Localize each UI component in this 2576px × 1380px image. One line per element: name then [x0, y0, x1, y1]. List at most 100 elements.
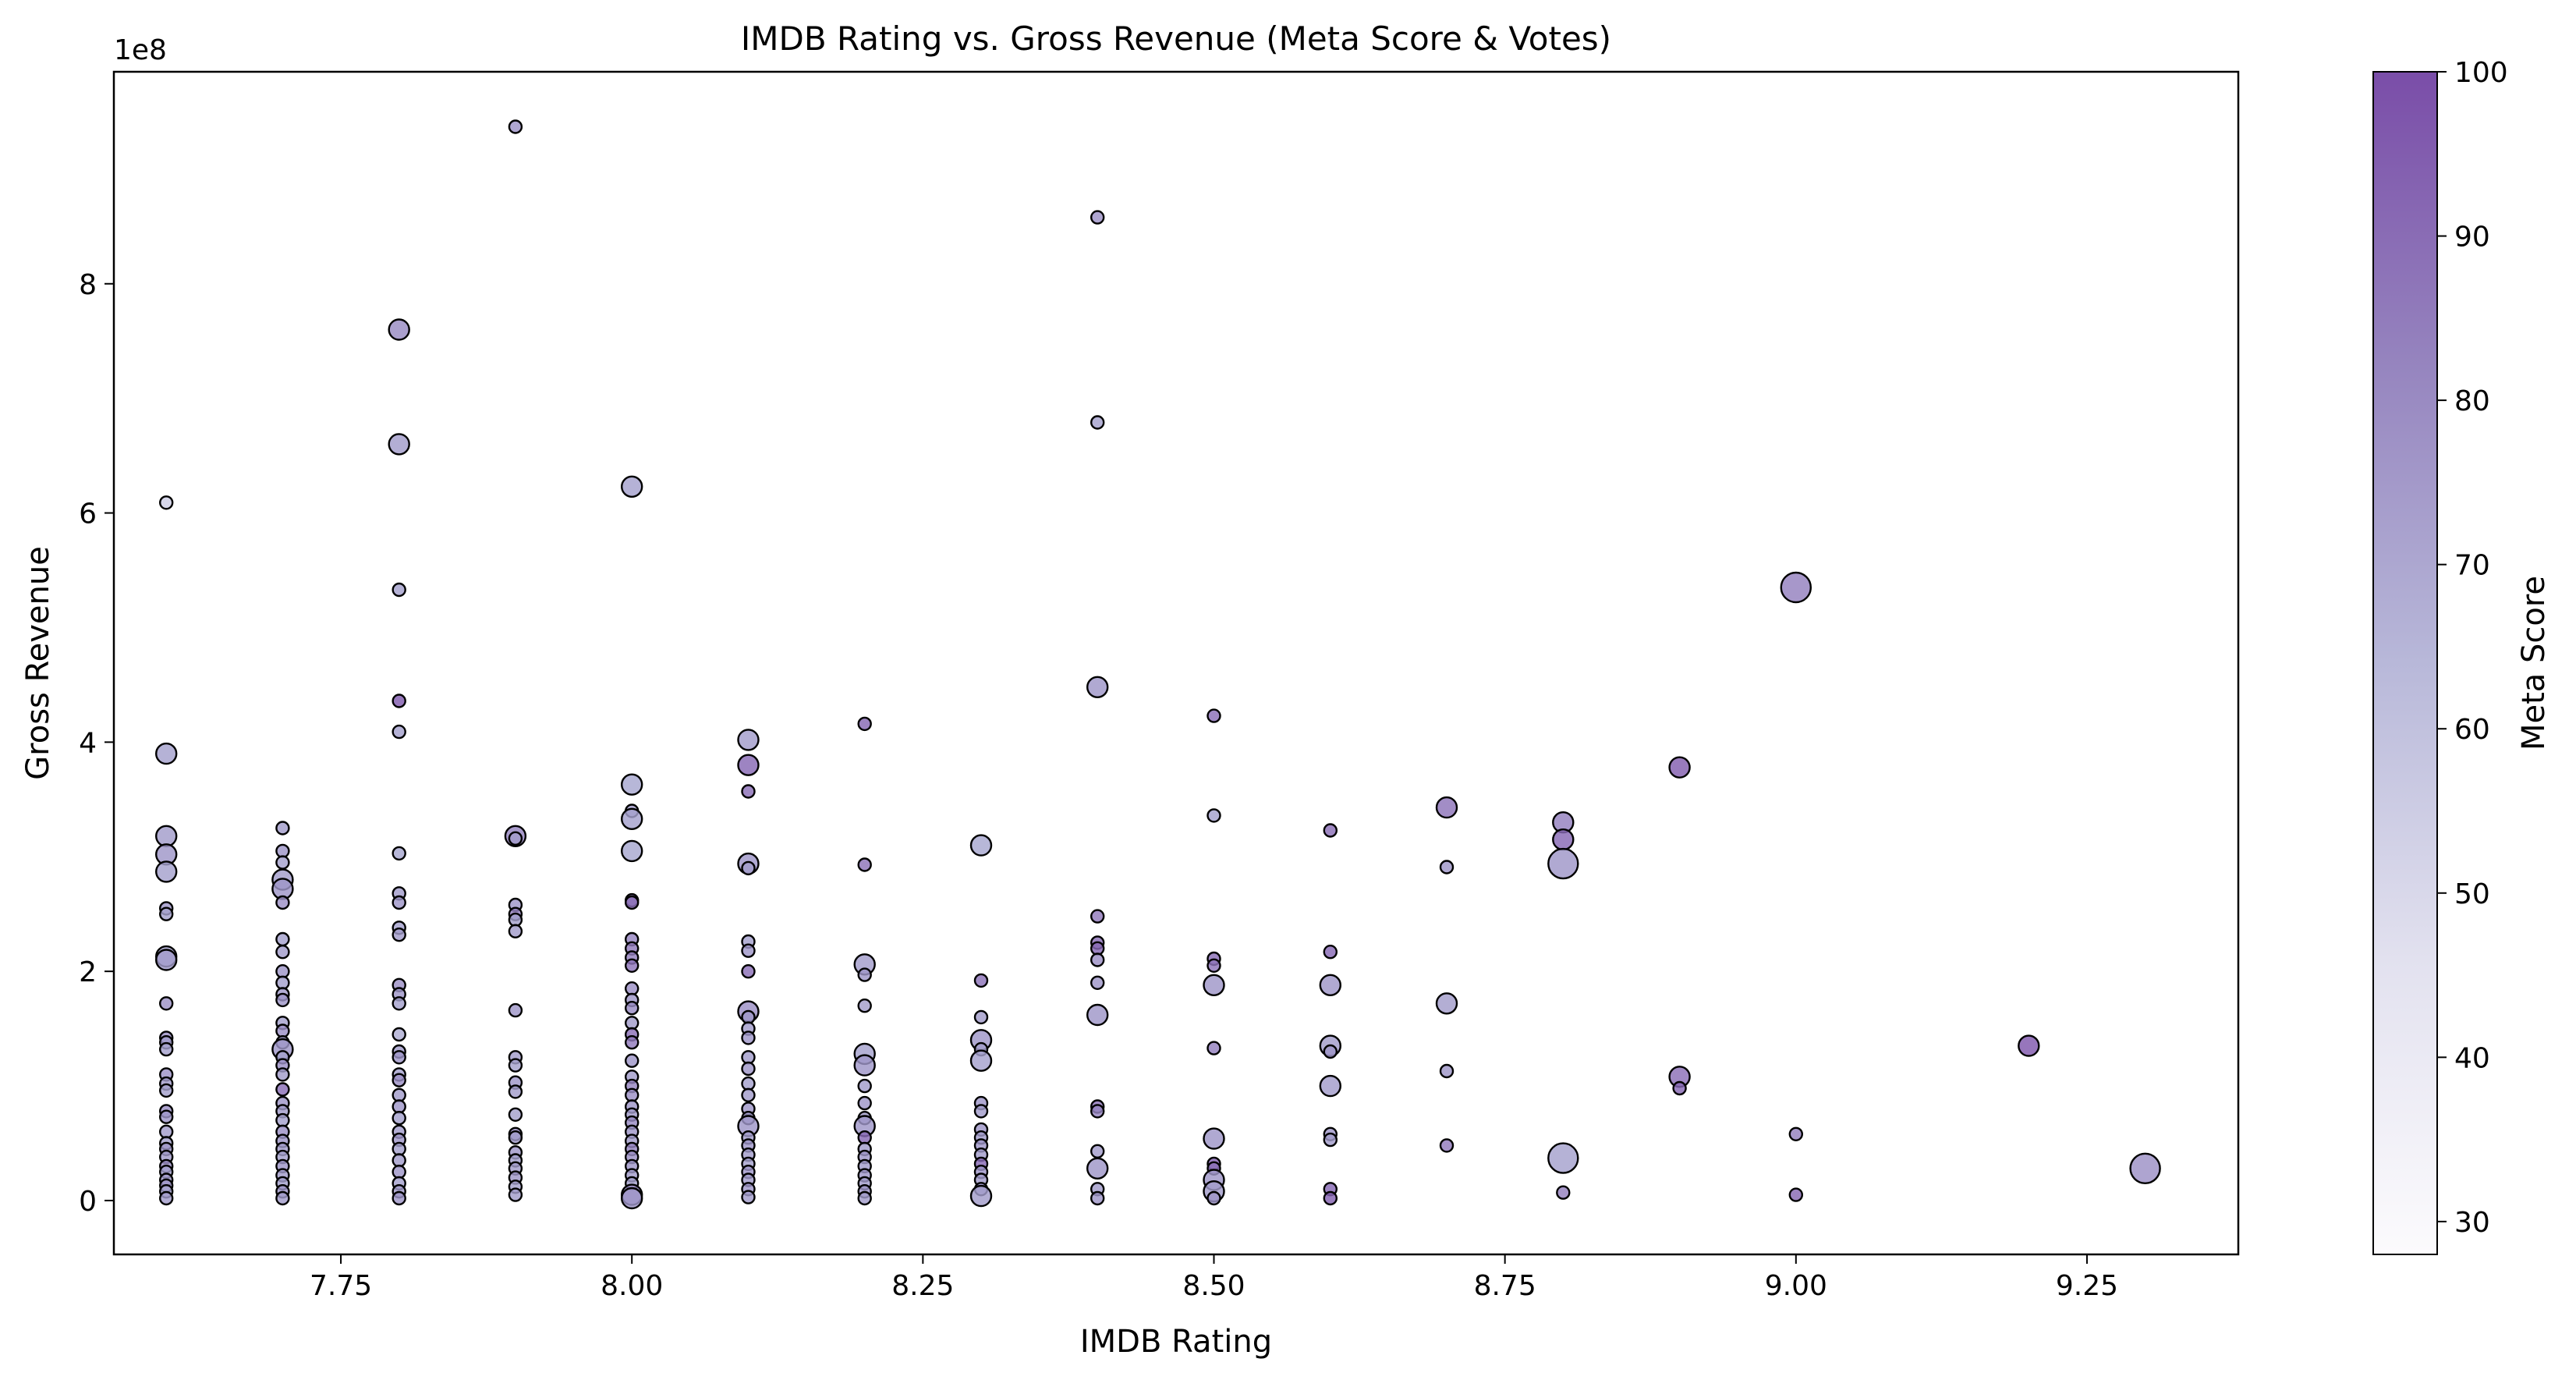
data-point — [625, 1034, 640, 1050]
data-point — [392, 1190, 406, 1206]
colorbar-tick-label: 50 — [2454, 878, 2490, 910]
data-point — [1207, 808, 1221, 823]
data-point — [621, 839, 643, 863]
data-point — [275, 944, 290, 960]
points-layer — [154, 119, 2161, 1210]
data-point — [1319, 974, 1342, 997]
data-point — [741, 860, 756, 876]
data-point — [1668, 756, 1691, 779]
data-point — [853, 1054, 876, 1077]
data-point — [1203, 1127, 1225, 1150]
data-point — [973, 973, 989, 988]
data-point — [737, 729, 760, 751]
data-point — [969, 1184, 993, 1208]
data-point — [154, 825, 178, 848]
data-point — [508, 1084, 523, 1099]
data-point — [1090, 1104, 1105, 1119]
colorbar-axis: 30 40 50 60 70 80 90 100 — [2437, 57, 2508, 1239]
data-point — [857, 716, 872, 732]
data-point — [741, 784, 756, 799]
data-point — [625, 895, 640, 910]
y-tick-label: 0 — [79, 1186, 97, 1218]
y-tick-label: 2 — [79, 956, 97, 988]
data-point — [1207, 708, 1221, 723]
data-point — [1439, 1138, 1455, 1153]
data-point — [741, 1061, 756, 1077]
colorbar-tick-label: 80 — [2454, 385, 2490, 417]
data-point — [392, 846, 406, 861]
data-point — [857, 1190, 872, 1206]
data-point — [392, 1110, 406, 1126]
data-point — [1207, 1041, 1221, 1055]
data-point — [275, 821, 290, 835]
data-point — [1323, 944, 1338, 960]
data-point — [275, 1190, 290, 1206]
data-point — [741, 1031, 756, 1045]
colorbar-tick-label: 100 — [2454, 57, 2508, 89]
data-point — [275, 992, 290, 1008]
data-point — [1435, 796, 1458, 819]
data-point — [392, 582, 406, 598]
plot-area — [112, 70, 2240, 1256]
data-point — [154, 949, 178, 971]
data-point — [158, 906, 174, 921]
data-point — [1090, 1144, 1105, 1159]
data-point — [508, 1002, 523, 1018]
data-point — [1556, 1185, 1571, 1200]
data-point — [1547, 847, 1579, 880]
data-point — [392, 927, 406, 942]
x-axis-label: IMDB Rating — [1080, 1324, 1272, 1360]
data-point — [857, 1078, 872, 1094]
y-offset-label: 1e8 — [114, 34, 167, 66]
data-point — [621, 773, 643, 796]
data-point — [275, 855, 290, 870]
data-point — [508, 1130, 523, 1145]
data-point — [158, 996, 174, 1011]
data-point — [625, 1000, 640, 1016]
data-point — [1086, 1157, 1109, 1180]
data-point — [388, 318, 410, 341]
data-point — [154, 742, 178, 765]
data-point — [857, 857, 872, 872]
data-point — [973, 1104, 989, 1119]
data-point — [1207, 1190, 1221, 1206]
colorbar — [2372, 71, 2438, 1255]
data-point — [388, 433, 410, 456]
data-point — [1439, 860, 1455, 874]
data-point — [392, 724, 406, 740]
x-tick-label: 8.50 — [1182, 1270, 1245, 1302]
data-point — [1086, 1003, 1109, 1027]
data-point — [1788, 1187, 1804, 1202]
data-point — [392, 694, 406, 708]
data-point — [392, 1073, 406, 1087]
data-point — [625, 958, 640, 974]
data-point — [275, 931, 290, 947]
data-point — [741, 1190, 756, 1204]
data-point — [1323, 823, 1338, 838]
data-point — [1086, 676, 1109, 698]
colorbar-tick-label: 60 — [2454, 714, 2490, 746]
data-point — [857, 998, 872, 1013]
data-point — [275, 1082, 290, 1097]
data-point — [508, 1058, 523, 1073]
data-point — [508, 831, 523, 846]
colorbar-tick-label: 70 — [2454, 550, 2490, 582]
x-tick-label: 7.75 — [310, 1270, 372, 1302]
data-point — [969, 834, 993, 857]
data-point — [1090, 953, 1105, 967]
x-tick-label: 8.00 — [601, 1270, 663, 1302]
data-point — [857, 1095, 872, 1111]
x-tick-label: 8.25 — [891, 1270, 954, 1302]
data-point — [158, 1041, 174, 1057]
data-point — [508, 1187, 523, 1202]
data-point — [2018, 1034, 2040, 1057]
data-point — [741, 943, 756, 958]
data-point — [857, 967, 872, 982]
data-point — [973, 1009, 989, 1025]
data-point — [621, 1187, 643, 1210]
data-point — [1203, 974, 1225, 997]
data-point — [158, 495, 174, 510]
colorbar-tick-label: 90 — [2454, 222, 2490, 254]
data-point — [621, 807, 643, 831]
